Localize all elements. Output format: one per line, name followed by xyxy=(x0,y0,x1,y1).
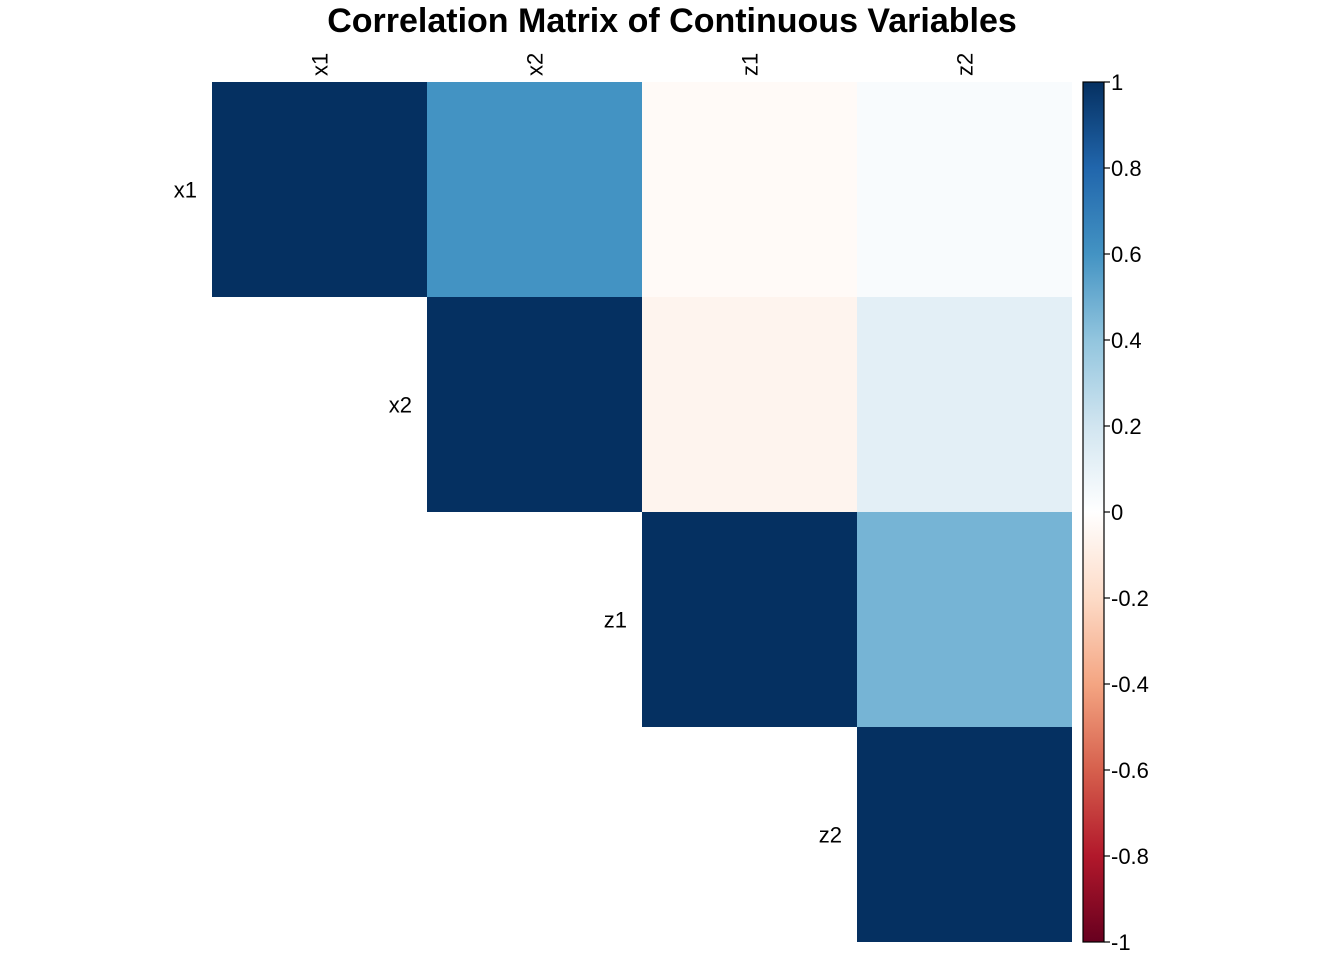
row-label-z2: z2 xyxy=(819,823,842,848)
colorbar-tick-label: 0.6 xyxy=(1111,242,1142,267)
colorbar-tick-label: -0.4 xyxy=(1111,672,1149,697)
colorbar-tick-label: 0 xyxy=(1111,500,1123,525)
chart-title: Correlation Matrix of Continuous Variabl… xyxy=(327,2,1017,40)
colorbar-tick-label: 1 xyxy=(1111,70,1123,95)
row-label-z1: z1 xyxy=(604,608,627,633)
colorbar-gradient xyxy=(1083,82,1104,942)
cell-z1-z2 xyxy=(857,512,1072,727)
colorbar-tick-label: -0.2 xyxy=(1111,586,1149,611)
colorbar-tick-label: -0.8 xyxy=(1111,844,1149,869)
column-label-x2: x2 xyxy=(523,53,548,76)
cell-x1-x1 xyxy=(212,82,427,297)
column-label-z2: z2 xyxy=(953,53,978,76)
cell-x1-z2 xyxy=(857,82,1072,297)
cell-x2-z1 xyxy=(642,297,857,512)
column-labels: x1 x2 z1 z2 xyxy=(308,53,978,76)
cell-x1-z1 xyxy=(642,82,857,297)
cell-x2-x2 xyxy=(427,297,642,512)
cell-x2-z2 xyxy=(857,297,1072,512)
heatmap-cells xyxy=(212,82,1072,942)
cell-z2-z2 xyxy=(857,727,1072,942)
column-label-z1: z1 xyxy=(738,53,763,76)
row-label-x2: x2 xyxy=(389,393,412,418)
colorbar: 1 0.8 0.6 0.4 0.2 0 -0.2 -0.4 -0.6 -0.8 -1 xyxy=(1082,70,1149,955)
colorbar-tick-label: 0.4 xyxy=(1111,328,1142,353)
colorbar-tick-label: 0.2 xyxy=(1111,414,1142,439)
colorbar-tick-label: -1 xyxy=(1111,930,1131,955)
cell-x1-x2 xyxy=(427,82,642,297)
colorbar-tick-label: -0.6 xyxy=(1111,758,1149,783)
column-label-x1: x1 xyxy=(308,53,333,76)
row-labels: x1 x2 z1 z2 xyxy=(174,178,842,848)
cell-z1-z1 xyxy=(642,512,857,727)
row-label-x1: x1 xyxy=(174,178,197,203)
colorbar-tick-label: 0.8 xyxy=(1111,156,1142,181)
